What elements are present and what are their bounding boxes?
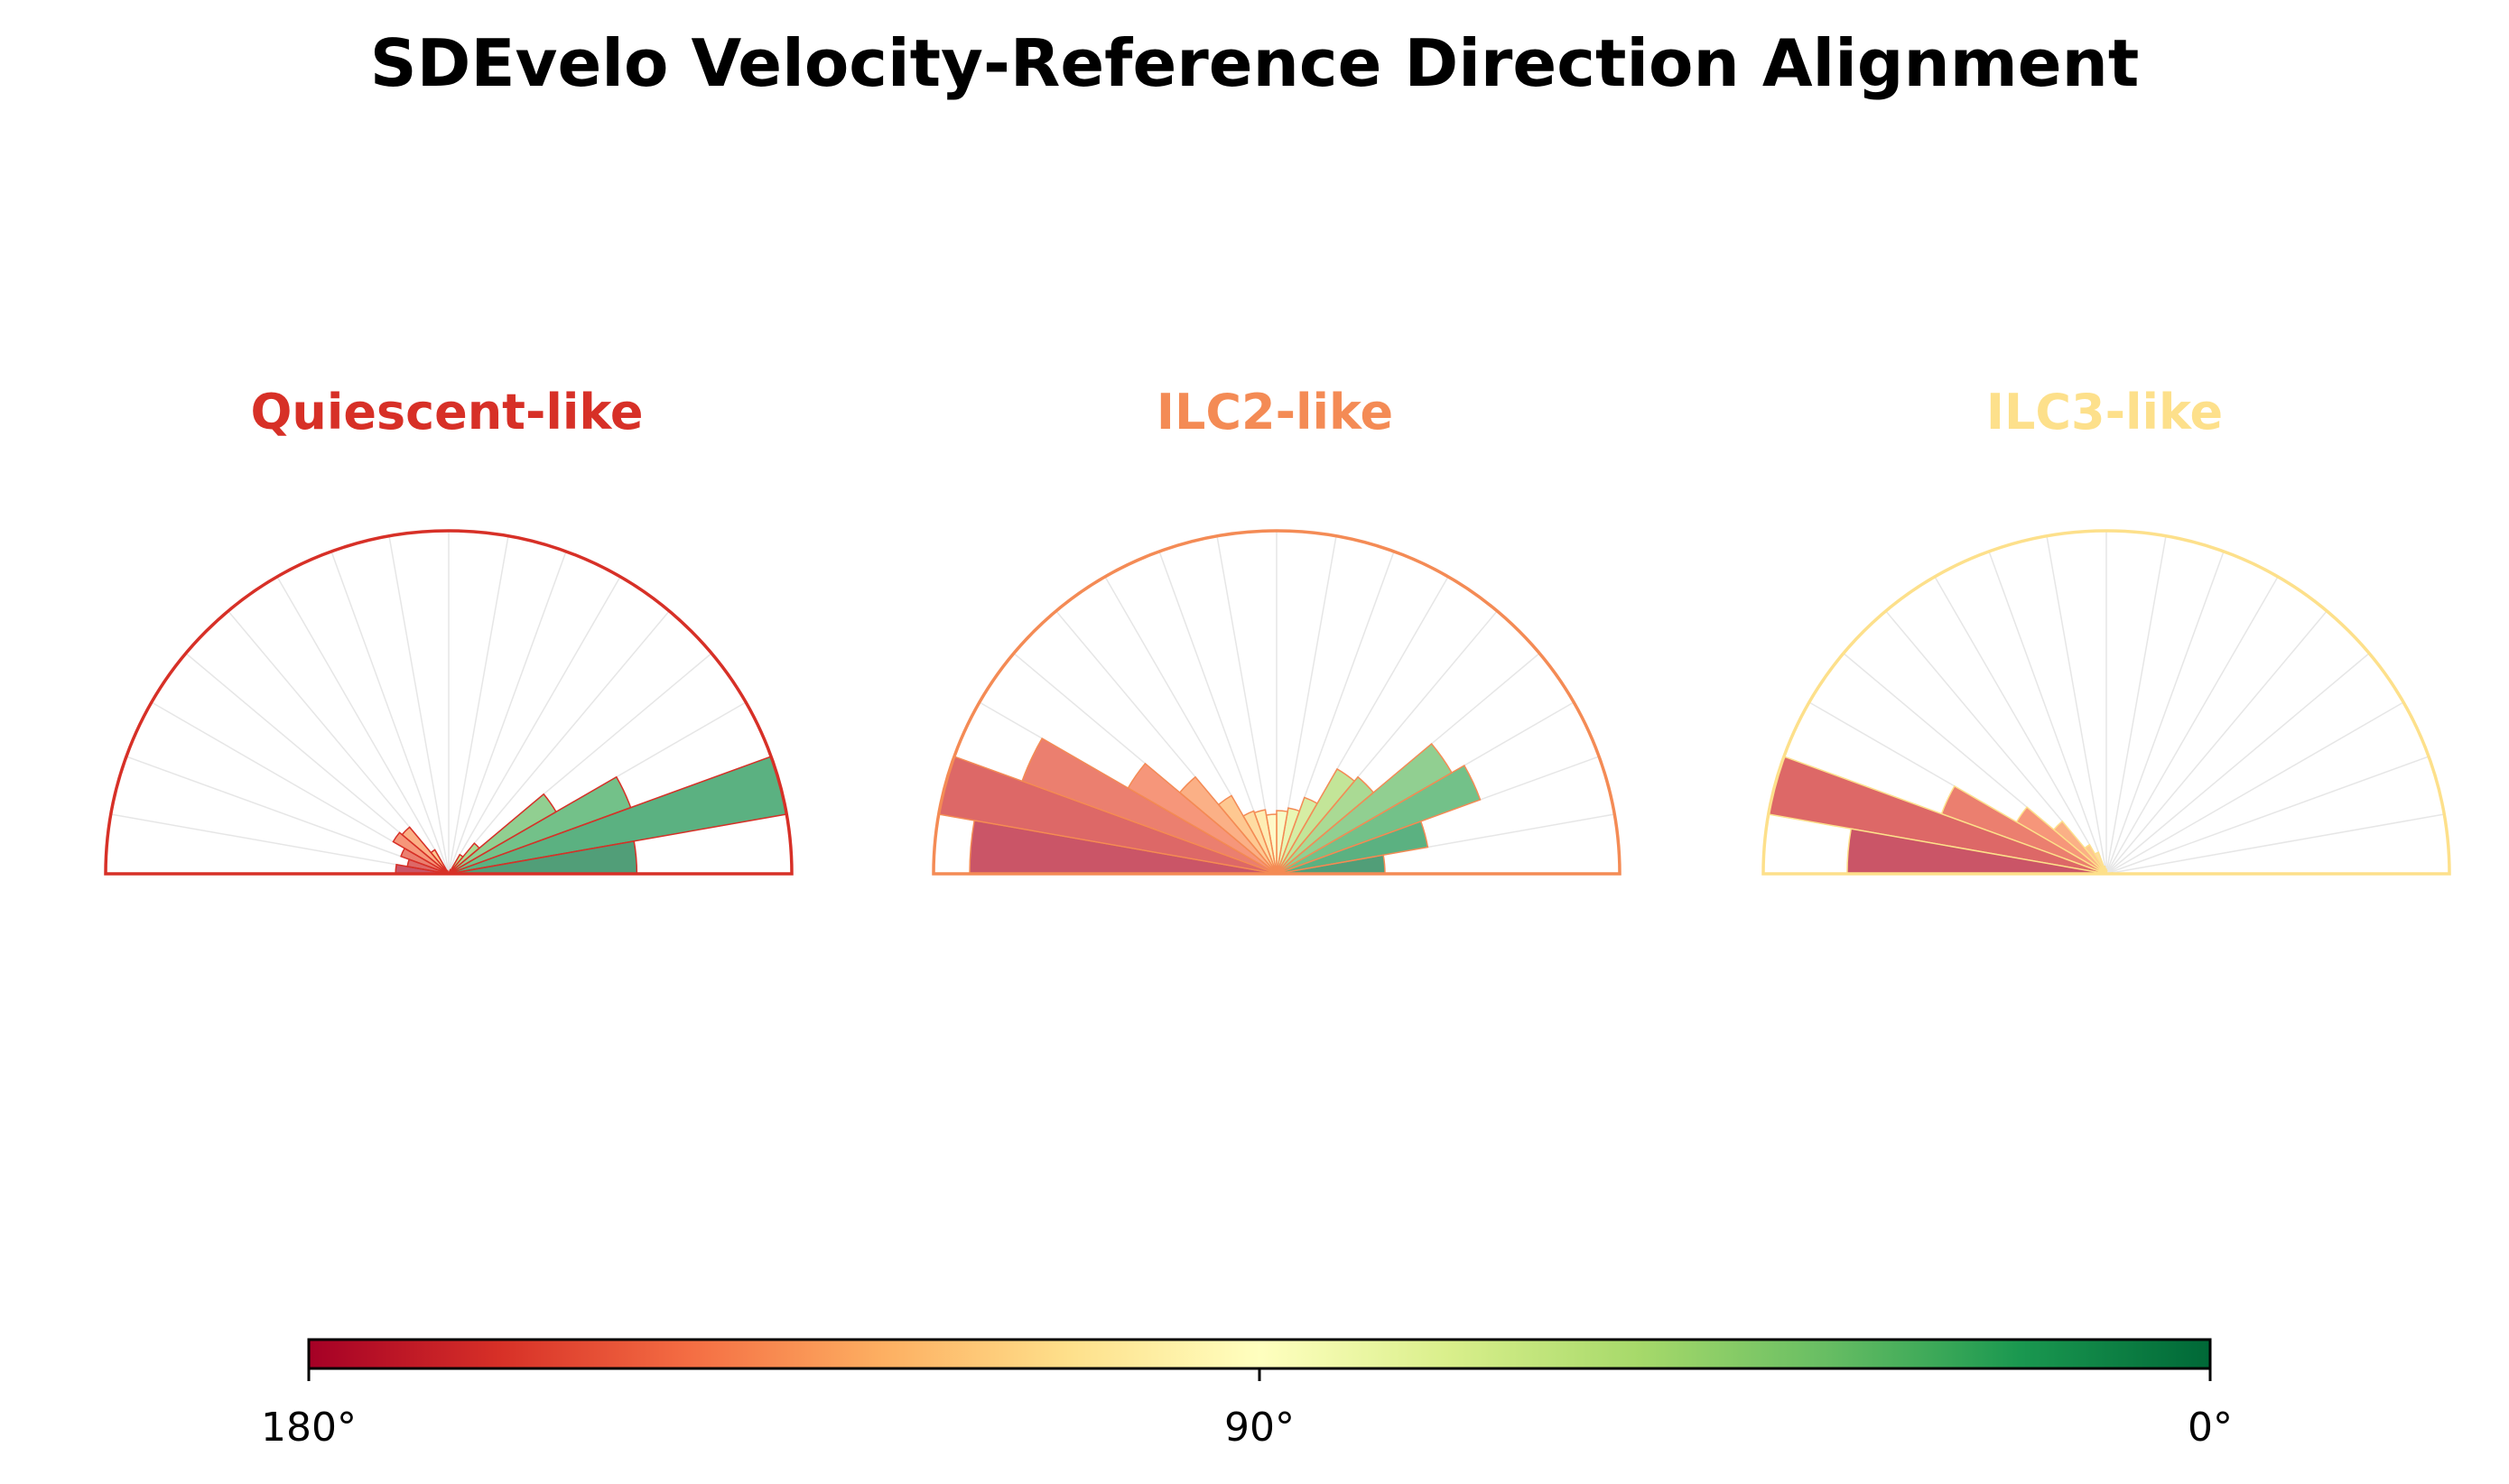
grid-spoke: [1934, 576, 2107, 875]
histogram-bar: [448, 842, 480, 875]
grid-spoke: [2105, 551, 2225, 875]
grid-spoke: [448, 551, 567, 875]
polar-frame: [1761, 529, 2451, 876]
histogram-bar: [1276, 764, 1482, 875]
histogram-bar: [1276, 807, 1301, 875]
grid-spoke: [2105, 813, 2445, 875]
grid-spoke: [1988, 551, 2107, 875]
panel-title-ilc2: ILC2-like: [1156, 384, 1394, 441]
colorbar-tick-label: 0°: [2188, 1405, 2233, 1451]
chart-title: SDEvelo Velocity-Reference Direction Ali…: [369, 25, 2140, 101]
grid-spoke: [276, 576, 450, 875]
histogram-bar: [1276, 767, 1356, 875]
polar-panel-ilc2: [932, 529, 1622, 876]
histogram-bar: [392, 831, 450, 875]
colorbar-gradient: [307, 1338, 2212, 1370]
grid-spoke: [448, 610, 670, 875]
histogram-bar: [1276, 796, 1319, 875]
grid-spoke: [2105, 653, 2370, 875]
histogram-bar: [1276, 742, 1454, 875]
histogram-bar: [1276, 775, 1375, 875]
polar-frame: [104, 529, 794, 876]
histogram-bar: [448, 853, 464, 875]
grid-spoke: [448, 576, 621, 875]
grid-spoke: [125, 756, 450, 875]
colorbar-tick-label: 180°: [261, 1405, 357, 1451]
polar-panel-ilc3: [1761, 529, 2451, 876]
grid-spoke: [2105, 576, 2279, 875]
grid-spoke: [2105, 701, 2404, 875]
histogram-bar: [1276, 810, 1289, 875]
colorbar: [307, 1338, 2212, 1381]
panel-title-quiescent: Quiescent-like: [250, 384, 644, 441]
grid-spoke: [2105, 535, 2167, 875]
histogram-bar: [400, 847, 450, 875]
histogram-bar: [448, 775, 632, 875]
grid-spoke: [388, 535, 450, 875]
grid-spoke: [2105, 610, 2328, 875]
grid-spoke: [2046, 535, 2107, 875]
polar-panel-quiescent: [104, 529, 794, 876]
grid-spoke: [110, 813, 450, 875]
grid-spoke: [448, 535, 509, 875]
grid-spoke: [330, 551, 450, 875]
colorbar-tick-label: 90°: [1224, 1405, 1295, 1451]
panel-title-ilc3: ILC3-like: [1985, 384, 2224, 441]
grid-spoke: [2105, 756, 2430, 875]
polar-frame: [932, 529, 1622, 876]
histogram-bar: [448, 793, 557, 875]
